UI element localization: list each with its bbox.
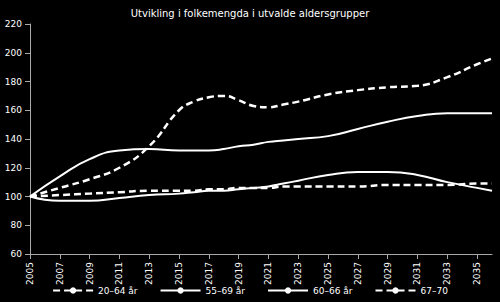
svg-text:2011: 2011 [114,262,124,285]
svg-text:2033: 2033 [442,262,452,285]
svg-text:60–66 år: 60–66 år [313,286,353,296]
svg-text:67–70: 67–70 [421,286,449,296]
svg-text:2017: 2017 [204,262,214,285]
svg-text:2013: 2013 [144,262,154,285]
svg-text:2023: 2023 [293,262,303,285]
svg-text:2031: 2031 [412,262,422,285]
svg-text:60: 60 [11,249,23,259]
svg-text:2021: 2021 [263,262,273,285]
svg-text:2015: 2015 [174,262,184,285]
svg-text:Utvikling i folkemengda i utva: Utvikling i folkemengda i utvalde alders… [131,8,370,19]
svg-text:80: 80 [11,220,23,230]
svg-text:160: 160 [5,105,22,115]
svg-text:2035: 2035 [472,262,482,285]
svg-text:140: 140 [5,134,22,144]
svg-text:120: 120 [5,163,22,173]
svg-text:2007: 2007 [55,262,65,285]
svg-text:200: 200 [5,48,22,58]
svg-text:55–69 år: 55–69 år [206,286,246,296]
svg-text:2009: 2009 [85,262,95,285]
svg-text:2019: 2019 [234,262,244,285]
svg-text:20–64 år: 20–64 år [98,286,138,296]
svg-text:2005: 2005 [25,262,35,285]
svg-text:100: 100 [5,192,22,202]
svg-text:2025: 2025 [323,262,333,285]
svg-text:2027: 2027 [353,262,363,285]
svg-text:220: 220 [5,19,22,29]
svg-text:180: 180 [5,77,22,87]
svg-text:2029: 2029 [383,262,393,285]
